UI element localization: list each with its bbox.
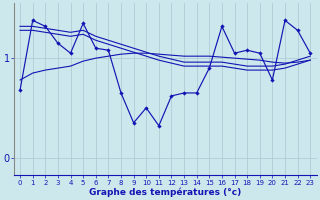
X-axis label: Graphe des températures (°c): Graphe des températures (°c) [89, 187, 241, 197]
